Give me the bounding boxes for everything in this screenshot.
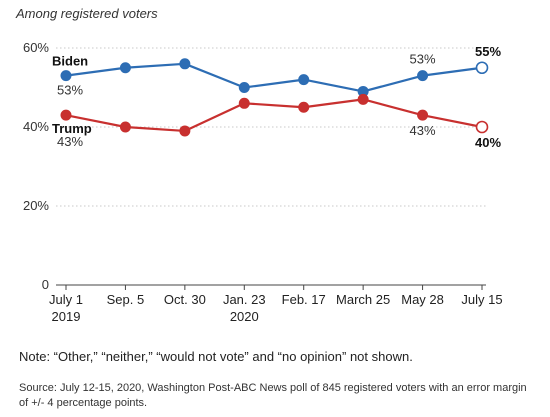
y-tick-label: 60%: [23, 40, 49, 55]
data-point-biden: [475, 61, 489, 75]
data-label-trump: 43%: [57, 134, 83, 149]
data-point-trump: [60, 109, 72, 121]
series-line-biden: [65, 62, 483, 93]
data-point-trump: [298, 101, 310, 113]
x-tick-label: July 1: [49, 292, 83, 307]
data-point-biden: [179, 58, 191, 70]
data-label-biden: 53%: [410, 52, 436, 67]
data-point-trump: [179, 125, 191, 137]
x-tick-label: Feb. 17: [282, 292, 326, 307]
series-name-biden: Biden: [52, 54, 88, 69]
data-label-trump: 40%: [475, 135, 501, 150]
series-line-trump: [65, 98, 483, 133]
data-point-trump: [475, 120, 489, 134]
y-tick-label: 40%: [23, 119, 49, 134]
x-tick-label: May 28: [401, 292, 444, 307]
chart-note: Note: “Other,” “neither,” “would not vot…: [19, 349, 413, 364]
chart-source: Source: July 12-15, 2020, Washington Pos…: [19, 382, 527, 409]
data-point-biden: [417, 70, 429, 82]
data-point-trump: [238, 97, 250, 109]
y-tick-label: 20%: [23, 198, 49, 213]
data-point-trump: [357, 93, 369, 105]
data-point-biden: [238, 82, 250, 93]
x-tick-label: Oct. 30: [164, 292, 206, 307]
chart-subtitle: Among registered voters: [16, 6, 158, 21]
data-label-biden: 53%: [57, 83, 83, 98]
data-point-biden: [119, 62, 131, 74]
data-point-biden: [60, 70, 72, 82]
line-chart: 0 20% 40% 60% July 1 2019 Sep. 5 Oct. 30 Jan. 23…: [23, 40, 503, 324]
x-tick-label: July 15: [461, 292, 502, 307]
x-tick-label: 2020: [230, 309, 259, 324]
data-point-trump: [417, 109, 429, 121]
data-point-trump: [119, 121, 131, 133]
x-tick-label: Sep. 5: [107, 292, 145, 307]
data-label-trump: 43%: [410, 123, 436, 138]
data-point-biden: [298, 74, 310, 86]
series-name-trump: Trump: [52, 121, 92, 136]
x-tick-label: 2019: [52, 309, 81, 324]
data-label-biden: 55%: [475, 44, 501, 59]
y-tick-label: 0: [42, 277, 49, 292]
x-tick-label: Jan. 23: [223, 292, 266, 307]
x-tick-label: March 25: [336, 292, 390, 307]
